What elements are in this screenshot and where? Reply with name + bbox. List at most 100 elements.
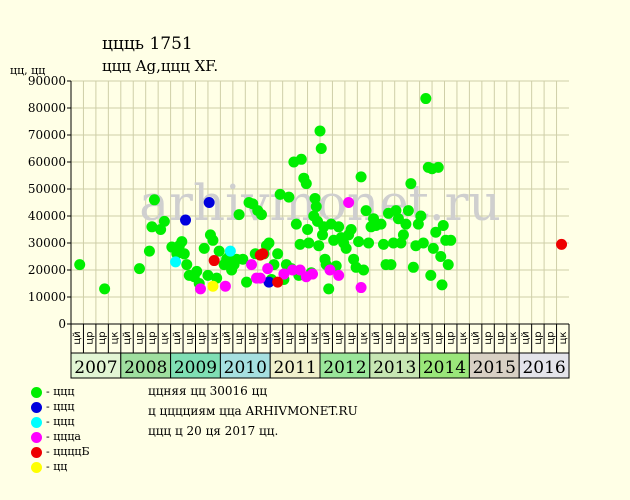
data-point: [241, 276, 253, 288]
data-point: [407, 261, 419, 273]
data-point: [316, 229, 328, 241]
data-point: [343, 197, 355, 208]
data-point: [181, 259, 193, 271]
data-point: [170, 256, 182, 268]
year-label: 2016: [522, 358, 565, 378]
year-label: 2012: [323, 358, 366, 378]
year-label: 2013: [373, 358, 416, 378]
legend-label: - ццц: [46, 400, 75, 413]
data-point: [303, 237, 315, 249]
quarter-label: цр: [483, 331, 494, 344]
data-point: [430, 226, 442, 238]
y-tick-label: 30000: [28, 236, 66, 250]
data-point: [420, 93, 432, 105]
year-label: 2014: [423, 358, 466, 378]
legend-label: - ццц: [46, 385, 75, 398]
year-label: 2015: [473, 358, 516, 378]
data-point: [324, 264, 336, 276]
data-point: [158, 215, 170, 227]
data-point: [146, 221, 158, 233]
data-point: [290, 218, 302, 230]
quarter-label: цр: [247, 331, 258, 344]
data-point: [405, 178, 417, 190]
data-point: [402, 205, 414, 217]
quarter-label: цр: [396, 331, 407, 344]
data-point: [345, 224, 357, 235]
data-point: [333, 269, 345, 281]
data-point: [178, 248, 190, 260]
y-tick-label: 70000: [28, 128, 66, 142]
quarter-label: цк: [209, 332, 220, 345]
data-point: [278, 268, 290, 280]
data-point: [435, 251, 447, 262]
quarter-label: цр: [446, 331, 457, 344]
data-point: [246, 259, 258, 271]
data-point: [208, 255, 220, 267]
data-point: [400, 218, 412, 230]
data-point: [191, 265, 203, 277]
data-point: [436, 279, 448, 291]
data-point: [295, 153, 307, 165]
legend-label: - ццццБ: [46, 445, 90, 458]
quarter-label: цк: [110, 332, 121, 345]
quarter-label: цй: [122, 331, 133, 344]
data-point: [442, 259, 454, 271]
data-point: [203, 197, 215, 208]
quarter-label: цр: [533, 331, 544, 344]
note-line: ц цццциям цца ARHIVMONET.RU: [148, 404, 358, 418]
year-label: 2011: [273, 358, 316, 378]
quarter-label: цр: [296, 331, 307, 344]
data-point: [415, 210, 427, 222]
data-point: [202, 269, 214, 281]
data-point: [425, 269, 437, 281]
data-point: [272, 248, 284, 260]
data-point: [283, 191, 295, 203]
quarter-label: цй: [271, 331, 282, 344]
data-point: [313, 240, 325, 252]
legend-label: - цццa: [46, 430, 81, 443]
data-point: [360, 205, 372, 217]
quarter-label: цр: [147, 331, 158, 344]
chart-title: ццць 1751: [102, 34, 193, 54]
data-point: [315, 143, 327, 154]
y-tick-label: 60000: [28, 155, 66, 169]
data-point: [207, 234, 219, 246]
data-point: [397, 229, 409, 241]
quarter-label: цр: [496, 331, 507, 344]
data-point: [363, 237, 375, 249]
data-point: [194, 283, 206, 295]
data-point: [355, 282, 367, 294]
data-point: [309, 192, 321, 204]
quarter-label: цк: [458, 332, 469, 345]
year-band: [518, 352, 570, 379]
quarter-label: цр: [134, 331, 145, 344]
quarter-label: цр: [334, 331, 345, 344]
year-label: 2009: [174, 358, 217, 378]
data-point: [262, 263, 274, 275]
quarter-label: цк: [159, 332, 170, 345]
year-label: 2007: [74, 358, 117, 378]
data-point: [224, 245, 236, 257]
note-line: ццц ц 20 ця 2017 цц.: [148, 424, 279, 438]
data-point: [427, 242, 439, 254]
quarter-label: цр: [184, 331, 195, 344]
price-scatter-chart: 0 10000 20000 30000 40000 50000 60000 70000 8000…: [28, 74, 570, 379]
legend-label: - цц: [46, 460, 68, 473]
data-point: [255, 209, 267, 221]
quarter-label: цй: [72, 331, 83, 344]
data-point: [143, 245, 155, 257]
quarter-label: цр: [234, 331, 245, 344]
data-point: [445, 234, 457, 246]
year-label: 2008: [124, 358, 167, 378]
note-line: ццняя цц 30016 цц: [148, 384, 268, 398]
data-point: [426, 163, 438, 175]
data-point: [274, 188, 286, 200]
legend-swatch: [31, 417, 42, 428]
data-point: [300, 178, 312, 190]
data-point: [198, 242, 210, 254]
data-point: [377, 238, 389, 250]
data-point: [437, 219, 449, 231]
y-tick-label: 10000: [28, 290, 66, 304]
legend-label: - ццц: [46, 415, 75, 428]
year-band: [170, 352, 221, 379]
